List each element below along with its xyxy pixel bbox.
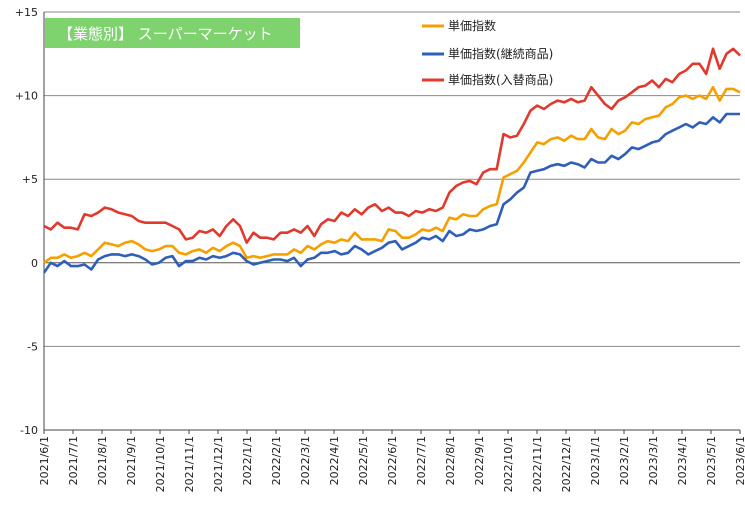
grid-lines: [44, 11, 740, 347]
x-tick-label: 2023/6/1: [734, 436, 745, 485]
x-tick-label: 2022/9/1: [473, 436, 486, 485]
x-tick-label: 2021/7/1: [67, 436, 80, 485]
x-tick-label: 2021/8/1: [96, 436, 109, 485]
y-tick-label: +10: [15, 90, 38, 103]
x-tick-label: 2022/12/1: [560, 436, 573, 492]
y-tick-label: +5: [22, 173, 38, 186]
x-tick-label: 2022/3/1: [299, 436, 312, 485]
x-tick-label: 2023/4/1: [676, 436, 689, 485]
x-tick-label: 2023/2/1: [618, 436, 631, 485]
x-tick-label: 2022/11/1: [531, 436, 544, 492]
y-tick-label: -5: [27, 340, 38, 353]
y-tick-label: -10: [20, 424, 38, 437]
x-tick-label: 2023/5/1: [705, 436, 718, 485]
x-tick-label: 2023/3/1: [647, 436, 660, 485]
x-tick-label: 2022/10/1: [502, 436, 515, 492]
series-line-0: [43, 85, 741, 264]
x-tick-label: 2022/2/1: [270, 436, 283, 485]
chart-title: 【業態別】 スーパーマーケット: [58, 25, 273, 43]
axes: [43, 12, 740, 431]
y-tick-label: 0: [31, 257, 38, 270]
series-line-1: [42, 112, 740, 274]
x-tick-label: 2022/7/1: [415, 436, 428, 485]
x-axis-ticks: 2021/6/1 2021/7/1 2021/8/1 2021/9/1 2021/10/…: [38, 430, 745, 492]
x-tick-label: 2022/6/1: [386, 436, 399, 485]
x-tick-label: 2021/6/1: [38, 436, 51, 485]
legend-label-0: 単価指数: [448, 18, 496, 33]
x-tick-label: 2021/10/1: [154, 436, 167, 492]
y-axis-ticks: +15 +10 +5 0 -5 -10: [15, 6, 38, 437]
x-tick-label: 2022/1/1: [241, 436, 254, 485]
x-tick-label: 2023/1/1: [589, 436, 602, 485]
chart-title-box: 【業態別】 スーパーマーケット: [45, 18, 300, 48]
x-tick-label: 2022/5/1: [357, 436, 370, 485]
chart-title-background: [45, 18, 300, 48]
x-tick-label: 2021/9/1: [125, 436, 138, 485]
x-tick-label: 2022/8/1: [444, 436, 457, 485]
x-tick-label: 2021/11/1: [183, 436, 196, 492]
x-tick-label: 2021/12/1: [212, 436, 225, 492]
y-tick-label: +15: [15, 6, 38, 19]
series-line-2: [43, 47, 741, 244]
legend-label-2: 単価指数(入替商品): [448, 72, 553, 87]
x-tick-label: 2022/4/1: [328, 436, 341, 485]
series-lines: [42, 47, 741, 274]
legend-label-1: 単価指数(継続商品): [448, 46, 553, 61]
